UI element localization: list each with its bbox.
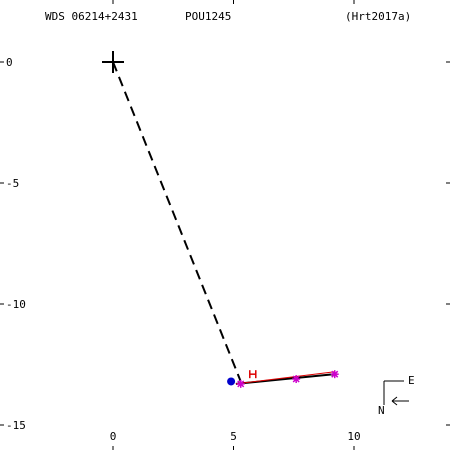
connector-dashed-line	[112, 61, 242, 382]
data-point-asterisk	[330, 370, 339, 379]
x-tick-label: 5	[230, 430, 237, 443]
trend-line	[235, 371, 335, 385]
orientation-indicator: E N	[378, 374, 415, 417]
y-tick-label: -5	[6, 177, 19, 190]
asterisk-stroke	[331, 370, 339, 378]
x-tick-label: 10	[347, 430, 360, 443]
orientation-arrow-head-upper	[391, 396, 398, 402]
north-label: N	[378, 404, 385, 417]
data-point-asterisk	[292, 375, 301, 384]
data-markers	[102, 51, 339, 388]
asterisk-stroke	[292, 375, 300, 383]
wds-id-label: WDS 06214+2431	[45, 10, 138, 23]
east-label: E	[408, 374, 415, 387]
y-tick-label: -15	[6, 419, 26, 432]
guide-lines	[112, 61, 335, 385]
discoverer-label: POU1245	[185, 10, 231, 23]
data-point-circle	[227, 377, 236, 386]
data-point-bracket	[249, 370, 257, 379]
y-tick-label: 0	[6, 56, 13, 69]
x-tick-label: 0	[110, 430, 117, 443]
data-point-asterisk	[236, 379, 245, 388]
orientation-arrow-head-lower	[391, 400, 398, 406]
y-tick-label: -10	[6, 298, 26, 311]
asterisk-stroke	[237, 380, 245, 388]
reference-label: (Hrt2017a)	[345, 10, 411, 23]
